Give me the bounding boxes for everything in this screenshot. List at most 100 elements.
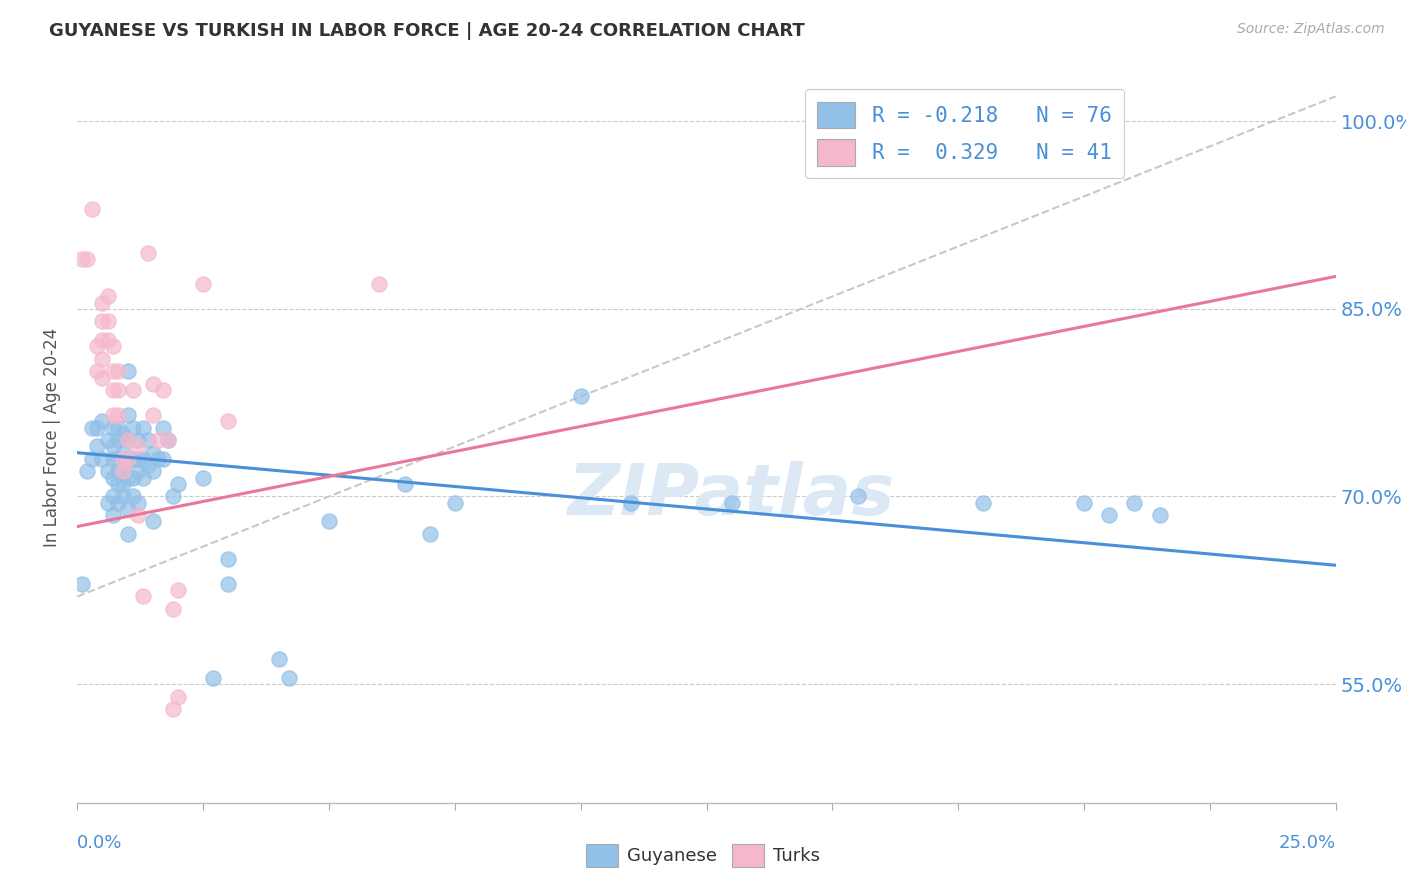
- Point: [111, 477, 134, 491]
- Point: [419, 527, 441, 541]
- Point: [111, 465, 134, 479]
- Point: [101, 452, 124, 467]
- Point: [101, 471, 124, 485]
- Point: [91, 351, 114, 366]
- Point: [132, 420, 155, 434]
- Point: [117, 434, 139, 448]
- Point: [1098, 508, 1121, 523]
- Point: [91, 370, 114, 384]
- Point: [127, 452, 149, 467]
- Point: [972, 496, 994, 510]
- Point: [132, 471, 155, 485]
- Point: [107, 452, 129, 467]
- Point: [136, 434, 159, 448]
- Point: [82, 202, 104, 216]
- Point: [117, 502, 139, 516]
- Point: [86, 364, 108, 378]
- Point: [720, 496, 742, 510]
- Point: [101, 508, 124, 523]
- Point: [111, 452, 134, 467]
- Text: GUYANESE VS TURKISH IN LABOR FORCE | AGE 20-24 CORRELATION CHART: GUYANESE VS TURKISH IN LABOR FORCE | AGE…: [49, 22, 806, 40]
- Point: [101, 408, 124, 422]
- Text: Source: ZipAtlas.com: Source: ZipAtlas.com: [1237, 22, 1385, 37]
- Point: [217, 414, 239, 428]
- Point: [91, 452, 114, 467]
- Point: [91, 414, 114, 428]
- Point: [191, 471, 215, 485]
- Point: [72, 577, 94, 591]
- Point: [96, 434, 118, 448]
- Point: [191, 277, 215, 291]
- Point: [117, 408, 139, 422]
- Point: [107, 420, 129, 434]
- Point: [152, 383, 174, 397]
- Point: [91, 314, 114, 328]
- Point: [167, 477, 190, 491]
- Point: [152, 452, 174, 467]
- Point: [96, 314, 118, 328]
- Point: [117, 434, 139, 448]
- Point: [127, 496, 149, 510]
- Point: [846, 490, 869, 504]
- Point: [91, 295, 114, 310]
- Point: [142, 376, 165, 391]
- Point: [1123, 496, 1146, 510]
- Point: [156, 434, 179, 448]
- Point: [86, 339, 108, 353]
- Point: [1073, 496, 1095, 510]
- Point: [117, 527, 139, 541]
- Point: [101, 383, 124, 397]
- Point: [394, 477, 416, 491]
- Point: [267, 652, 290, 666]
- Point: [444, 496, 467, 510]
- Point: [86, 440, 108, 454]
- Point: [127, 440, 149, 454]
- Legend: Guyanese, Turks: Guyanese, Turks: [578, 837, 828, 874]
- Point: [136, 245, 159, 260]
- Point: [152, 420, 174, 434]
- Legend: R = -0.218   N = 76, R =  0.329   N = 41: R = -0.218 N = 76, R = 0.329 N = 41: [804, 89, 1123, 178]
- Point: [117, 364, 139, 378]
- Point: [101, 420, 124, 434]
- Point: [72, 252, 94, 266]
- Point: [162, 602, 184, 616]
- Point: [101, 364, 124, 378]
- Point: [146, 452, 169, 467]
- Point: [167, 583, 190, 598]
- Point: [1149, 508, 1171, 523]
- Point: [127, 465, 149, 479]
- Point: [107, 408, 129, 422]
- Point: [101, 490, 124, 504]
- Point: [142, 446, 165, 460]
- Point: [162, 490, 184, 504]
- Point: [569, 389, 592, 403]
- Point: [121, 420, 143, 434]
- Text: 25.0%: 25.0%: [1278, 834, 1336, 852]
- Point: [117, 452, 139, 467]
- Point: [111, 465, 134, 479]
- Point: [121, 383, 143, 397]
- Y-axis label: In Labor Force | Age 20-24: In Labor Force | Age 20-24: [44, 327, 62, 547]
- Point: [96, 496, 118, 510]
- Point: [127, 434, 149, 448]
- Point: [91, 333, 114, 347]
- Point: [202, 671, 225, 685]
- Point: [107, 465, 129, 479]
- Point: [117, 452, 139, 467]
- Point: [318, 515, 340, 529]
- Point: [277, 671, 299, 685]
- Point: [132, 452, 155, 467]
- Point: [76, 252, 98, 266]
- Point: [76, 465, 98, 479]
- Point: [111, 426, 134, 441]
- Point: [162, 702, 184, 716]
- Point: [156, 434, 179, 448]
- Point: [121, 471, 143, 485]
- Point: [146, 434, 169, 448]
- Point: [82, 452, 104, 467]
- Point: [142, 408, 165, 422]
- Point: [217, 577, 239, 591]
- Point: [111, 446, 134, 460]
- Point: [142, 515, 165, 529]
- Point: [86, 420, 108, 434]
